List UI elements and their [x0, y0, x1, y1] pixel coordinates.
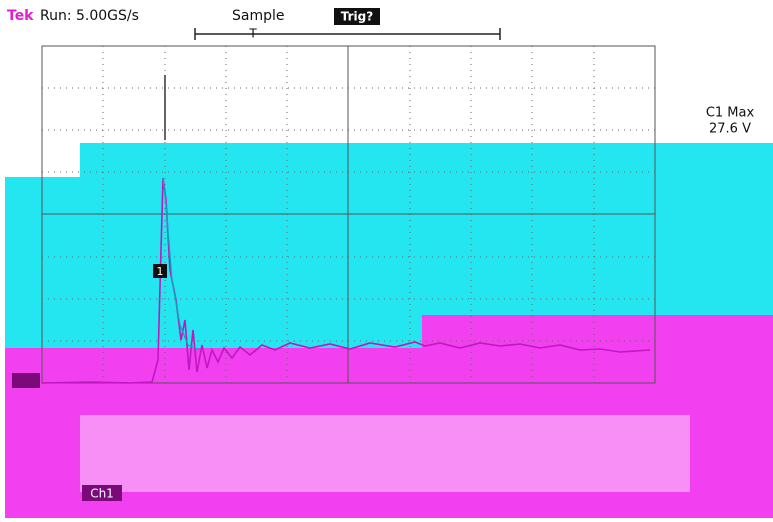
measurement-label: C1 Max — [706, 106, 755, 121]
trigger-bracket — [195, 28, 500, 40]
ground-marker — [12, 373, 40, 388]
magenta-region — [422, 315, 773, 348]
channel-marker: 1 — [157, 265, 164, 278]
run-status: Run: 5.00GS/s — [40, 8, 139, 24]
scope-screen: Tek Run: 5.00GS/s Sample Trig? T C1 Max … — [0, 0, 773, 518]
measurement-value: 27.6 V — [709, 122, 751, 137]
trigger-position: T — [248, 27, 257, 41]
trigger-status: Trig? — [341, 10, 373, 24]
cyan-region — [5, 177, 85, 348]
brand: Tek — [7, 8, 34, 24]
acquisition-mode: Sample — [232, 8, 285, 24]
magenta-inner — [80, 415, 690, 492]
footer-channel: Ch1 — [90, 487, 114, 501]
